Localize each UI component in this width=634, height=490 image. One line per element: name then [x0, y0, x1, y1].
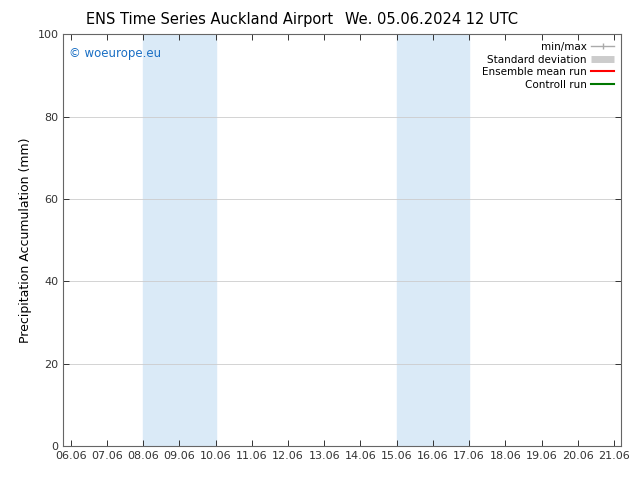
Legend: min/max, Standard deviation, Ensemble mean run, Controll run: min/max, Standard deviation, Ensemble me…	[480, 40, 616, 93]
Text: © woeurope.eu: © woeurope.eu	[69, 47, 161, 60]
Text: ENS Time Series Auckland Airport: ENS Time Series Auckland Airport	[86, 12, 333, 27]
Text: We. 05.06.2024 12 UTC: We. 05.06.2024 12 UTC	[345, 12, 517, 27]
Y-axis label: Precipitation Accumulation (mm): Precipitation Accumulation (mm)	[19, 137, 32, 343]
Bar	[143, 34, 216, 446]
Bar	[397, 34, 469, 446]
